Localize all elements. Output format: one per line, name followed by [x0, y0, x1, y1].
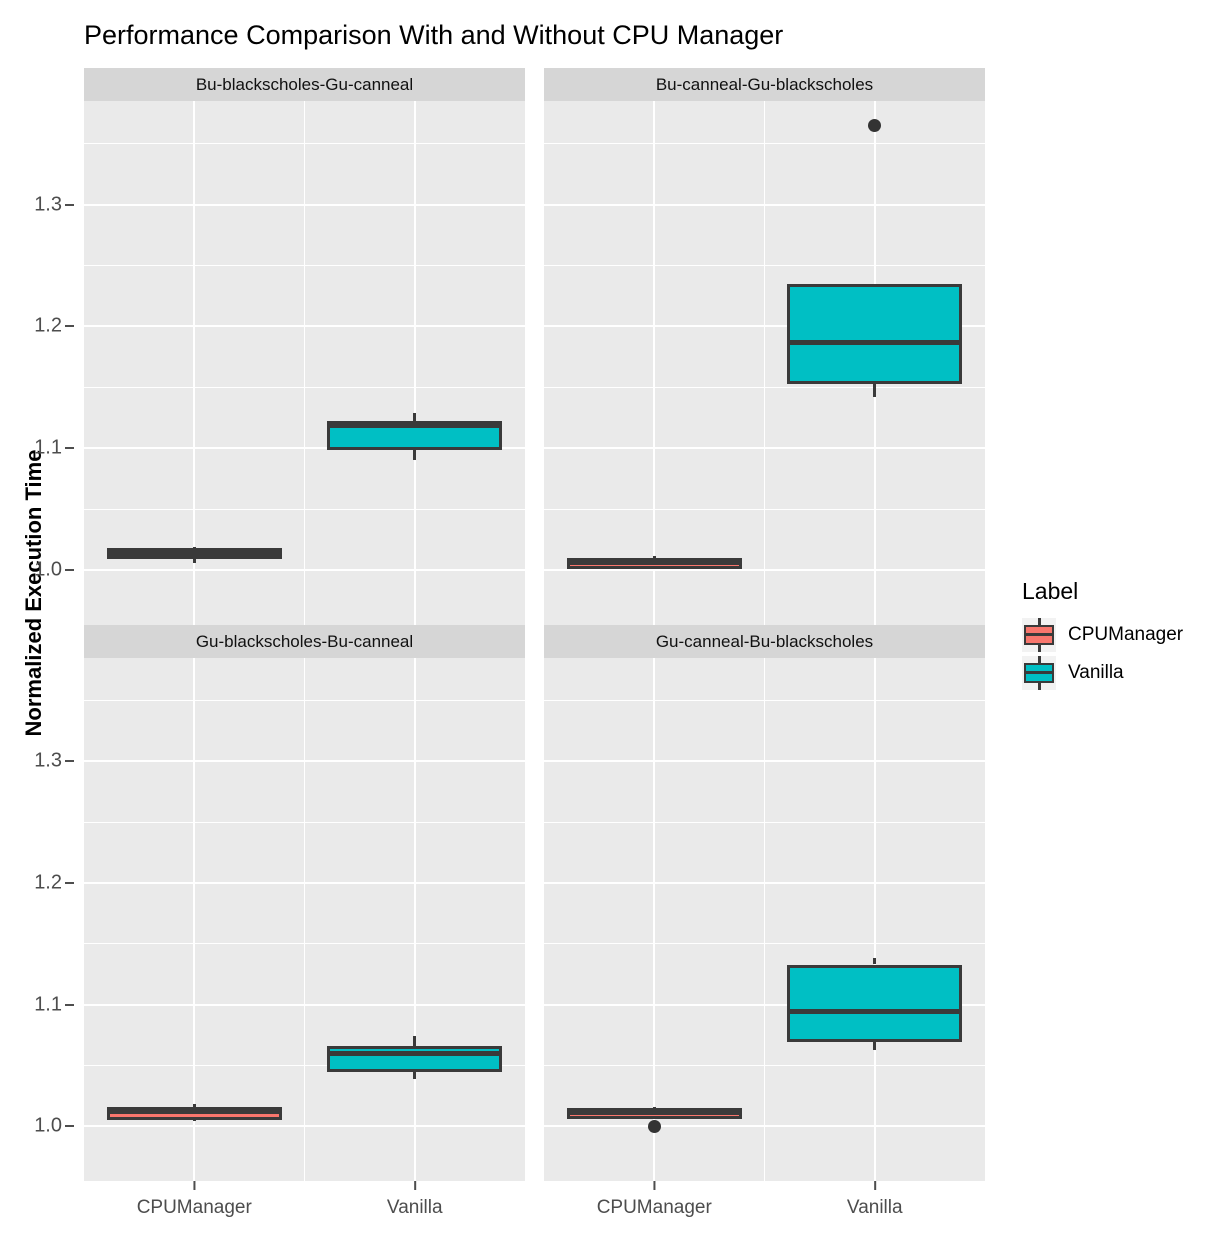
legend-key-median — [1024, 671, 1054, 674]
y-tick-label: 1.2 — [34, 314, 62, 337]
y-tick-mark — [65, 760, 74, 763]
median-line — [106, 1109, 282, 1115]
legend-key-median — [1024, 633, 1054, 636]
whisker-upper — [413, 1036, 417, 1046]
outlier-point — [868, 118, 882, 132]
whisker-lower — [192, 559, 196, 563]
x-tick-label: Vanilla — [846, 1197, 903, 1218]
median-line — [327, 1050, 503, 1056]
facet-strip-label: Bu-blackscholes-Gu-canneal — [84, 68, 525, 101]
box — [327, 1045, 503, 1072]
gridline-vertical-minor — [304, 101, 305, 625]
legend: Label CPUManager Vanilla — [1022, 578, 1212, 694]
facet-panel-1-1: Gu-canneal-Bu-blackscholes — [544, 625, 985, 1181]
median-line — [787, 339, 963, 345]
y-tick-mark — [65, 1125, 74, 1128]
whisker-upper — [652, 555, 656, 558]
x-tick-cpumanager: CPUManager — [137, 1181, 252, 1219]
plot-area — [84, 658, 525, 1181]
gridline-vertical-major — [193, 101, 196, 625]
y-axis-tick-labels: 1.0 1.1 1.2 1.3 1.0 1.1 1.2 1.3 — [0, 68, 84, 1181]
median-line — [566, 1110, 742, 1116]
whisker-upper — [652, 1106, 656, 1108]
whisker-upper — [413, 412, 417, 422]
y-tick-label: 1.1 — [34, 993, 62, 1016]
y-tick-mark — [65, 447, 74, 450]
box — [787, 283, 963, 384]
whisker-upper — [192, 547, 196, 549]
facet-grid: Bu-blackscholes-Gu-canneal Gu-blackschole… — [84, 68, 985, 1181]
gridline-vertical-major — [653, 101, 656, 625]
y-tick-label: 1.0 — [34, 558, 62, 581]
x-axis-column-0: CPUManager Vanilla — [84, 1181, 525, 1231]
plot-area — [84, 101, 525, 625]
y-tick-label: 1.1 — [34, 436, 62, 459]
facet-strip-label: Bu-canneal-Gu-blackscholes — [544, 68, 985, 101]
median-line — [327, 423, 503, 429]
legend-entry-label: Vanilla — [1068, 662, 1124, 683]
facet-column-1: Bu-canneal-Gu-blackscholes Gu-canneal-Bu-… — [544, 68, 985, 1181]
facet-panel-0-0: Bu-blackscholes-Gu-canneal — [84, 68, 525, 625]
whisker-upper — [873, 958, 877, 965]
plot-area — [544, 658, 985, 1181]
whisker-lower — [413, 1071, 417, 1079]
gridline-vertical-major — [413, 658, 416, 1181]
x-tick-mark — [873, 1181, 876, 1190]
legend-entry-cpumanager[interactable]: CPUManager — [1022, 618, 1212, 652]
facet-strip-label: Gu-canneal-Bu-blackscholes — [544, 625, 985, 658]
x-tick-label: CPUManager — [136, 1197, 252, 1218]
y-tick-mark — [65, 325, 74, 328]
y-tick-label: 1.3 — [34, 749, 62, 772]
median-line — [566, 560, 742, 566]
facet-strip-label: Gu-blackscholes-Bu-canneal — [84, 625, 525, 658]
y-tick-label: 1.3 — [34, 193, 62, 216]
median-line — [106, 550, 282, 556]
legend-entry-label: CPUManager — [1068, 624, 1184, 645]
median-line — [787, 1009, 963, 1015]
gridline-vertical-minor — [764, 658, 765, 1181]
outlier-point — [647, 1119, 661, 1133]
y-tick-label: 1.0 — [34, 1114, 62, 1137]
x-tick-mark — [193, 1181, 196, 1190]
whisker-upper — [192, 1104, 196, 1107]
x-tick-vanilla: Vanilla — [847, 1181, 903, 1219]
x-tick-vanilla: Vanilla — [387, 1181, 443, 1219]
x-axis-column-1: CPUManager Vanilla — [544, 1181, 985, 1231]
y-tick-mark — [65, 569, 74, 572]
whisker-lower — [192, 1120, 196, 1122]
legend-title: Label — [1022, 578, 1079, 604]
box — [787, 964, 963, 1043]
facet-column-0: Bu-blackscholes-Gu-canneal Gu-blackschole… — [84, 68, 525, 1181]
gridline-vertical-major — [193, 658, 196, 1181]
y-tick-mark — [65, 882, 74, 884]
gridline-vertical-major — [873, 658, 876, 1181]
gridline-vertical-major — [413, 101, 416, 625]
whisker-lower — [873, 1042, 877, 1050]
legend-key-swatch — [1022, 618, 1056, 652]
gridline-vertical-minor — [304, 658, 305, 1181]
gridline-vertical-minor — [764, 101, 765, 625]
chart-title: Performance Comparison With and Without … — [84, 20, 784, 50]
y-tick-label: 1.2 — [34, 871, 62, 894]
x-tick-mark — [413, 1181, 416, 1190]
facet-panel-0-1: Bu-canneal-Gu-blackscholes — [544, 68, 985, 625]
facet-panel-1-0: Gu-blackscholes-Bu-canneal — [84, 625, 525, 1181]
x-tick-label: Vanilla — [386, 1197, 443, 1218]
whisker-lower — [873, 383, 877, 398]
whisker-lower — [413, 449, 417, 461]
plot-area — [544, 101, 985, 625]
gridline-vertical-major — [653, 658, 656, 1181]
y-tick-mark — [65, 1003, 74, 1006]
x-axis-tick-labels: CPUManager Vanilla CPUManager Vanilla — [84, 1181, 985, 1231]
legend-entries: CPUManager Vanilla — [1022, 618, 1212, 690]
x-tick-mark — [653, 1181, 656, 1190]
y-tick-mark — [65, 203, 74, 206]
x-tick-label: CPUManager — [596, 1197, 712, 1218]
legend-key-swatch — [1022, 656, 1056, 690]
x-tick-cpumanager: CPUManager — [597, 1181, 712, 1219]
legend-entry-vanilla[interactable]: Vanilla — [1022, 656, 1212, 690]
